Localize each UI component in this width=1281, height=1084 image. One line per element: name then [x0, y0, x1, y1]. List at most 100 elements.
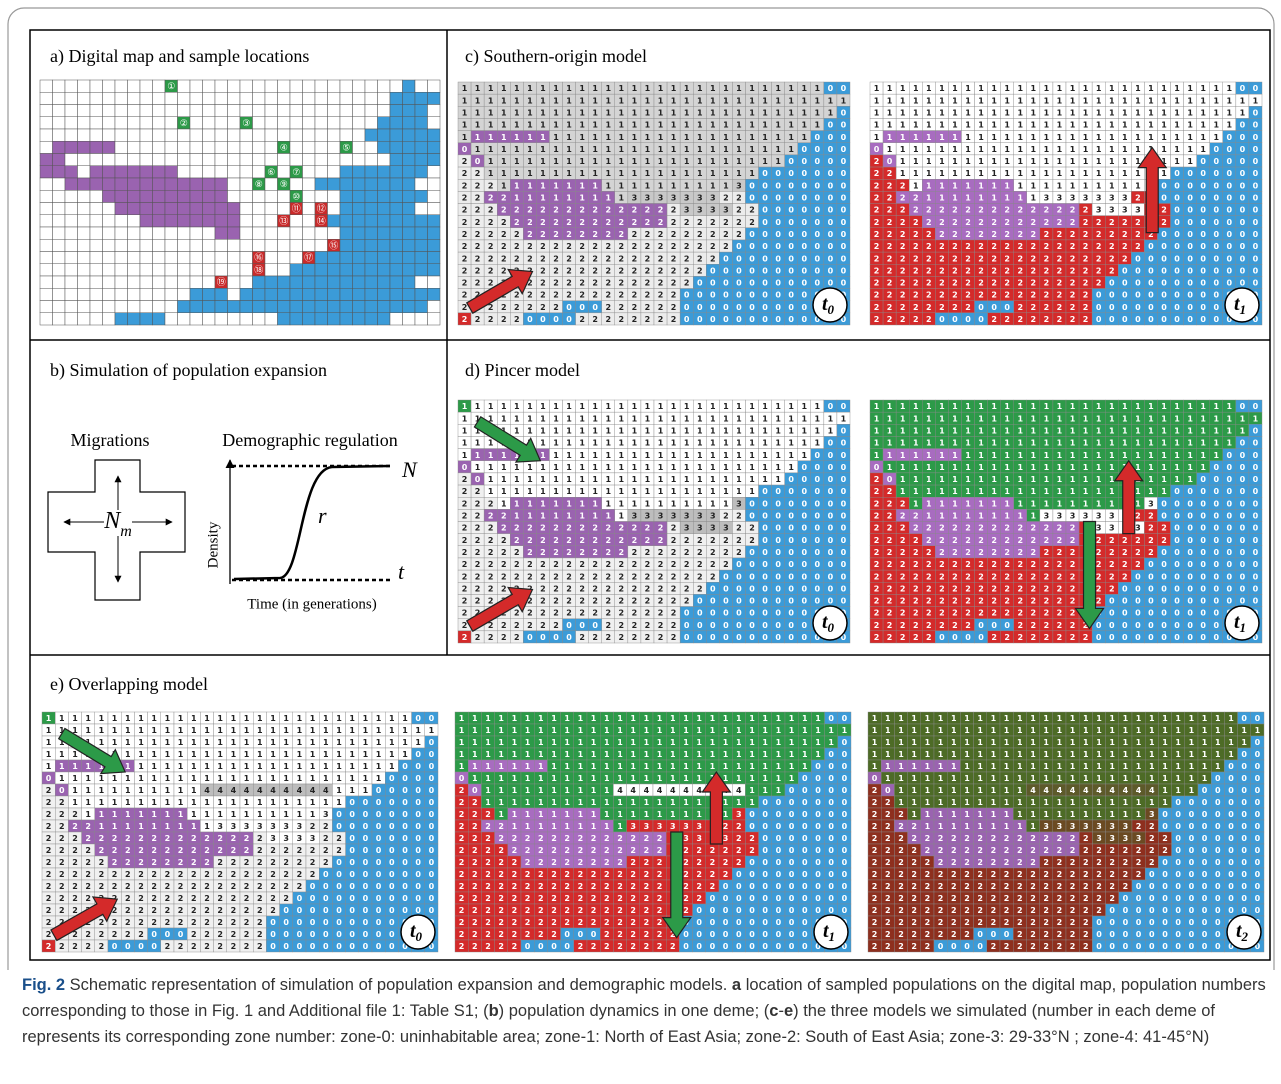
zone-digit: 0	[801, 169, 807, 178]
zone-digit: 1	[913, 402, 919, 411]
map-cell	[365, 178, 378, 190]
map-cell	[303, 141, 316, 153]
zone-digit: 0	[1240, 157, 1246, 166]
zone-digit: 0	[1148, 303, 1154, 312]
zone-digit: 1	[1044, 133, 1050, 142]
map-cell	[53, 141, 66, 153]
map-cell	[278, 190, 291, 202]
zone-digit: 0	[1174, 206, 1180, 215]
map-cell	[428, 288, 441, 300]
zone-digit: 0	[527, 315, 533, 324]
zone-digit: 2	[553, 621, 559, 630]
zone-digit: 2	[658, 572, 664, 581]
zone-digit: 1	[775, 96, 781, 105]
zone-digit: 1	[788, 426, 794, 435]
zone-digit: 0	[1213, 157, 1219, 166]
zone-digit: 1	[684, 451, 690, 460]
map-cell	[328, 203, 341, 215]
zone-digit: 2	[697, 584, 703, 593]
zone-digit: 0	[762, 254, 768, 263]
zone-digit: 2	[1083, 279, 1089, 288]
map-cell	[228, 288, 241, 300]
zone-digit: 1	[1253, 414, 1259, 423]
zone-digit: 1	[462, 108, 468, 117]
zone-digit: 0	[723, 621, 729, 630]
map-cell	[315, 227, 328, 239]
zone-digit: 0	[1227, 487, 1233, 496]
zone-digit: 1	[527, 402, 533, 411]
zone-digit: 1	[553, 181, 559, 190]
zone-digit: 0	[1135, 315, 1141, 324]
zone-digit: 2	[965, 254, 971, 263]
map-cell	[340, 239, 353, 251]
zone-digit: 2	[926, 218, 932, 227]
zone-digit: 2	[887, 315, 893, 324]
zone-digit: 0	[788, 206, 794, 215]
zone-digit: 2	[736, 536, 742, 545]
zone-digit: 1	[1096, 145, 1102, 154]
map-cell	[365, 288, 378, 300]
zone-digit: 1	[978, 108, 984, 117]
zone-digit: 1	[1122, 121, 1128, 130]
zone-digit: 1	[553, 487, 559, 496]
zone-digit: 2	[1004, 279, 1010, 288]
map-cell	[40, 203, 53, 215]
zone-digit: 1	[788, 463, 794, 472]
zone-digit: 0	[841, 254, 847, 263]
zone-digit: 1	[991, 84, 997, 93]
migration-diagram: Migrations Nm	[48, 430, 185, 600]
zone-digit: 2	[540, 266, 546, 275]
zone-digit: 2	[991, 266, 997, 275]
map-cell	[340, 264, 353, 276]
zone-digit: 2	[592, 609, 598, 618]
zone-digit: 0	[775, 597, 781, 606]
page: a) Digital map and sample locations b) S…	[0, 0, 1281, 1084]
zone-digit: 0	[1240, 84, 1246, 93]
zone-digit: 2	[462, 254, 468, 263]
deme-grid: 1111111111111111111111111111001111111111…	[870, 82, 1262, 325]
zone-digit: 1	[697, 451, 703, 460]
zone-digit: 2	[1135, 218, 1141, 227]
map-cell	[315, 92, 328, 104]
zone-digit: 2	[462, 194, 468, 203]
zone-digit: 2	[514, 609, 520, 618]
zone-digit: 0	[1096, 291, 1102, 300]
zone-digit: 1	[501, 157, 507, 166]
zone-digit: 1	[579, 133, 585, 142]
zone-digit: 1	[592, 133, 598, 142]
zone-digit: 1	[566, 402, 572, 411]
zone-digit: 1	[1070, 487, 1076, 496]
zone-digit: 0	[592, 303, 598, 312]
map-cell	[153, 117, 166, 129]
zone-digit: 3	[1148, 499, 1154, 508]
zone-digit: 1	[1174, 96, 1180, 105]
zone-digit: 2	[1083, 254, 1089, 263]
zone-digit: 1	[939, 194, 945, 203]
map-cell	[228, 80, 241, 92]
map-cell	[203, 129, 216, 141]
map-cell	[78, 227, 91, 239]
zone-digit: 0	[1213, 463, 1219, 472]
zone-digit: 1	[788, 133, 794, 142]
zone-digit: 0	[815, 242, 821, 251]
map-cell	[153, 203, 166, 215]
zone-digit: 2	[462, 597, 468, 606]
zone-digit: 1	[1187, 108, 1193, 117]
map-cell	[390, 313, 403, 325]
map-cell	[278, 117, 291, 129]
zone-digit: 3	[645, 194, 651, 203]
zone-digit: 1	[605, 451, 611, 460]
zone-digit: 2	[697, 218, 703, 227]
zone-digit: 1	[991, 157, 997, 166]
zone-digit: 2	[1044, 303, 1050, 312]
map-cell	[103, 141, 116, 153]
zone-digit: 0	[775, 194, 781, 203]
map-cell	[90, 92, 103, 104]
zone-digit: 1	[1148, 402, 1154, 411]
map-cell	[40, 190, 53, 202]
zone-digit: 2	[527, 230, 533, 239]
zone-digit: 2	[619, 279, 625, 288]
zone-digit: 1	[874, 121, 880, 130]
map-cell	[153, 129, 166, 141]
map-cell	[115, 80, 128, 92]
